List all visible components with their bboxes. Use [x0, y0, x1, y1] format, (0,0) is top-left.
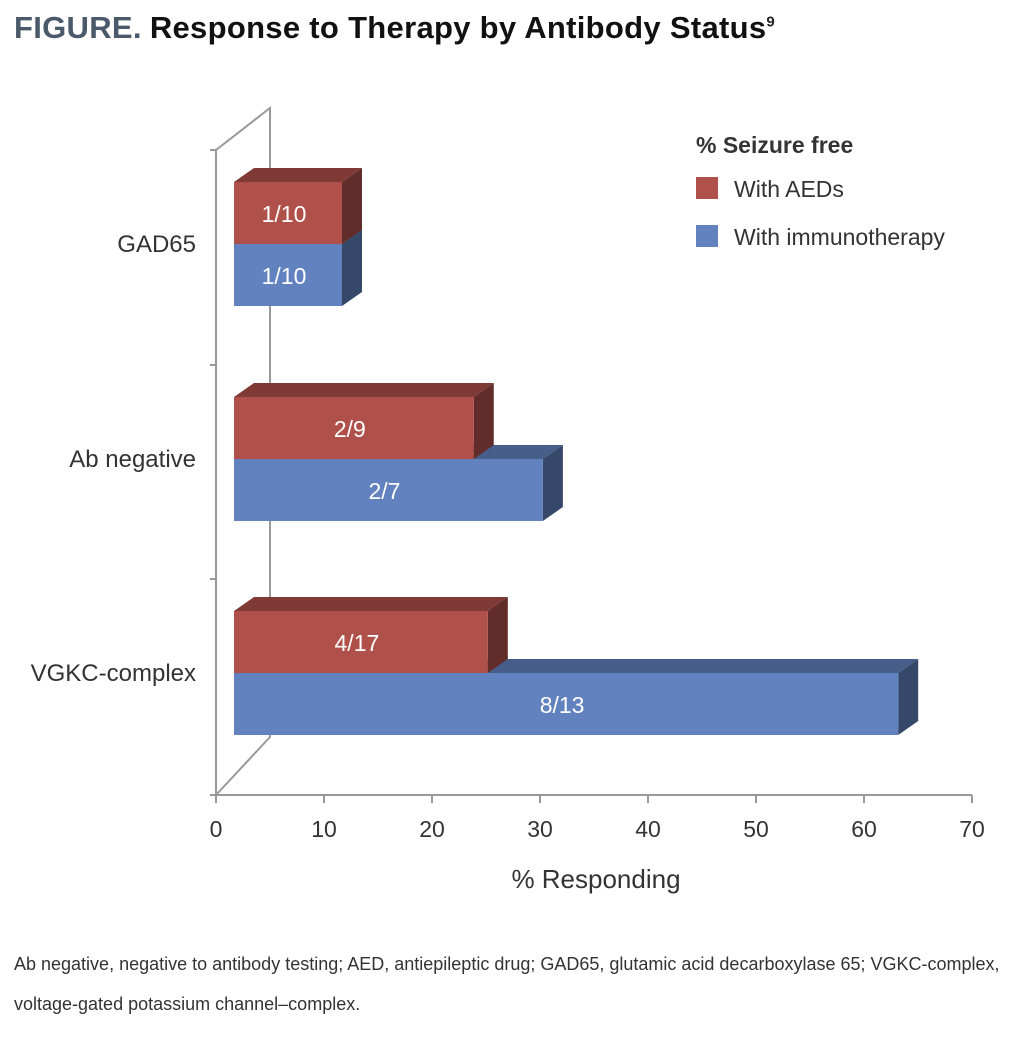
bar-side-face: [342, 168, 362, 244]
figure-reference: 9: [766, 13, 776, 31]
category-label: VGKC-complex: [31, 660, 196, 687]
bar-front-face: [234, 611, 488, 673]
bar-top-face: [234, 597, 508, 611]
legend-swatch: [696, 177, 718, 199]
bar: 4/17: [234, 597, 508, 673]
legend-title: % Seizure free: [696, 132, 853, 158]
bar-side-face: [342, 230, 362, 306]
figure-label: FIGURE.: [14, 10, 142, 45]
bar: 2/9: [234, 383, 494, 459]
bar-side-face: [487, 597, 508, 673]
category-label: GAD65: [117, 231, 196, 258]
figure-caption: Ab negative, negative to antibody testin…: [14, 954, 1000, 1014]
data-label: 2/9: [334, 416, 366, 442]
x-tick-label: 30: [527, 816, 553, 842]
x-tick-label: 70: [959, 816, 985, 842]
bar: 8/13: [234, 659, 919, 735]
x-axis-label: % Responding: [511, 864, 680, 894]
bar-side-face: [542, 445, 563, 521]
legend: % Seizure free With AEDs With immunotherap…: [696, 132, 945, 250]
data-label: 2/7: [368, 478, 400, 504]
legend-entry: With AEDs: [734, 176, 844, 202]
data-label: 8/13: [540, 692, 585, 718]
bar-top-face: [234, 383, 494, 397]
bar-front-face: [234, 459, 543, 521]
category-labels: GAD65 Ab negative VGKC-complex: [31, 231, 196, 687]
data-label: 4/17: [335, 630, 380, 656]
figure-title-text: Response to Therapy by Antibody Status: [149, 10, 767, 45]
bar-group: 1/10 1/10 2/7 2/9 8/13 4/17: [234, 168, 919, 735]
bar-chart: 1/10 1/10 2/7 2/9 8/13 4/17 GAD65 Ab negative V…: [31, 105, 985, 894]
bar: 1/10: [234, 230, 362, 306]
bar-front-face: [234, 182, 342, 244]
data-label: 1/10: [262, 201, 307, 227]
x-tick-label: 0: [210, 816, 223, 842]
bar-front-face: [234, 244, 342, 306]
bar: 1/10: [234, 168, 362, 244]
category-label: Ab negative: [69, 446, 196, 473]
legend-swatch: [696, 225, 718, 247]
figure-title: FIGURE. Response to Therapy by Antibody S…: [14, 10, 775, 46]
x-tick-label: 40: [635, 816, 661, 842]
x-axis: 0 10 20 30 40 50 60 70: [210, 795, 985, 842]
data-label: 1/10: [262, 263, 307, 289]
legend-entry: With immunotherapy: [734, 224, 945, 250]
bar-side-face: [898, 659, 919, 735]
x-tick-label: 10: [311, 816, 337, 842]
x-tick-label: 50: [743, 816, 769, 842]
bar-top-face: [234, 168, 362, 182]
x-tick-label: 20: [419, 816, 445, 842]
bar-side-face: [473, 383, 494, 459]
bar-front-face: [234, 397, 474, 459]
x-tick-label: 60: [851, 816, 877, 842]
bar-front-face: [234, 673, 899, 735]
